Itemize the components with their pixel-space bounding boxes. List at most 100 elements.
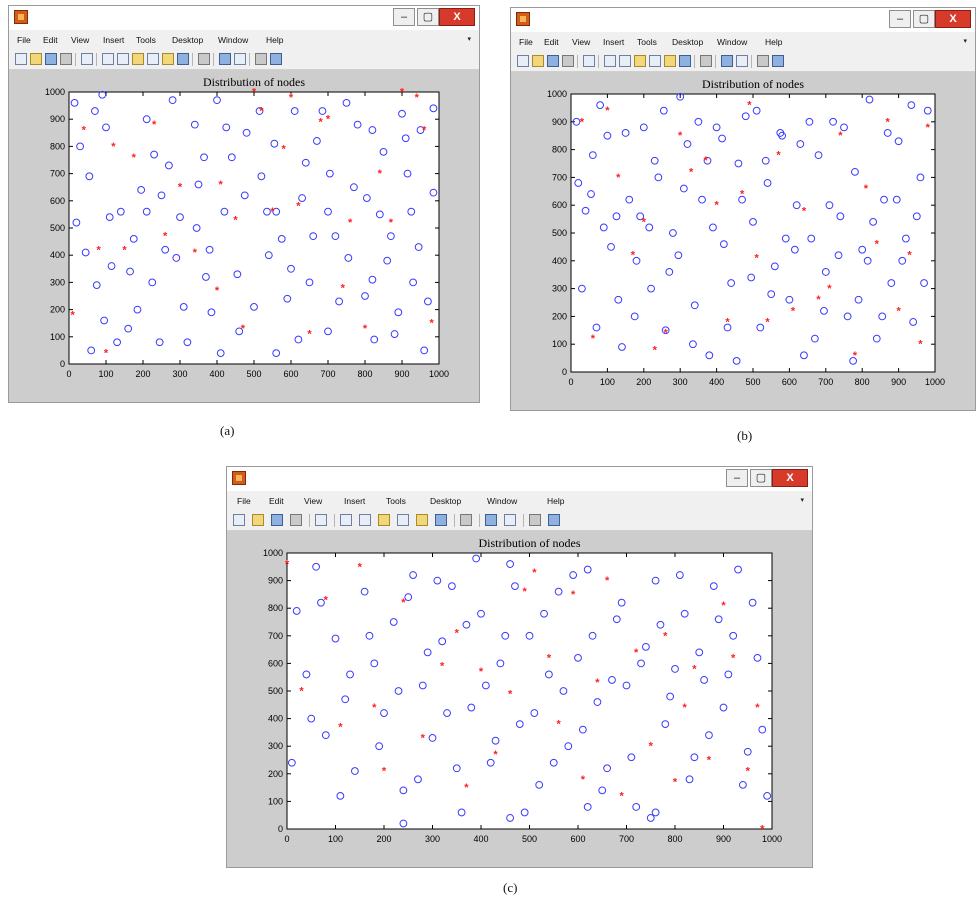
node-star-marker: *: [886, 116, 891, 128]
menu-tools[interactable]: Tools: [136, 35, 156, 45]
node-circle-marker: [578, 725, 587, 734]
x-tick-label: 100: [328, 834, 343, 844]
print-icon[interactable]: [60, 53, 72, 65]
edit-plot-arrow-icon[interactable]: [81, 53, 93, 65]
menu-desktop[interactable]: Desktop: [172, 35, 204, 45]
open-file-icon[interactable]: [30, 53, 42, 65]
hide-plot-tools-icon[interactable]: [255, 53, 267, 65]
show-plot-tools-icon[interactable]: [270, 53, 282, 65]
zoom-in-icon[interactable]: [102, 53, 114, 65]
menu-file[interactable]: File: [519, 37, 533, 47]
link-plot-icon[interactable]: [700, 55, 712, 67]
node-circle-marker: [763, 791, 772, 800]
pan-icon[interactable]: [132, 53, 144, 65]
legend-icon[interactable]: [234, 53, 246, 65]
edit-plot-arrow-icon[interactable]: [315, 514, 327, 526]
menu-overflow-arrow-icon[interactable]: ▾: [800, 497, 804, 504]
legend-icon[interactable]: [736, 55, 748, 67]
menu-view[interactable]: View: [572, 37, 591, 47]
zoom-in-icon[interactable]: [604, 55, 616, 67]
save-icon[interactable]: [45, 53, 57, 65]
brush-icon[interactable]: [177, 53, 189, 65]
menu-help[interactable]: Help: [547, 496, 565, 506]
colorbar-icon[interactable]: [219, 53, 231, 65]
colorbar-icon[interactable]: [485, 514, 497, 526]
node-star-marker: *: [714, 200, 719, 212]
show-plot-tools-icon[interactable]: [772, 55, 784, 67]
new-figure-icon[interactable]: [15, 53, 27, 65]
open-file-icon[interactable]: [532, 55, 544, 67]
menu-overflow-arrow-icon[interactable]: ▾: [467, 36, 471, 43]
y-tick-label: 800: [50, 141, 65, 151]
menu-window[interactable]: Window: [717, 37, 748, 47]
link-plot-icon[interactable]: [198, 53, 210, 65]
menu-insert[interactable]: Insert: [344, 496, 366, 506]
menu-file[interactable]: File: [17, 35, 31, 45]
rotate-3d-icon[interactable]: [147, 53, 159, 65]
matlab-logo-icon: [232, 471, 246, 485]
menu-tools[interactable]: Tools: [386, 496, 406, 506]
legend-icon[interactable]: [504, 514, 516, 526]
colorbar-icon[interactable]: [721, 55, 733, 67]
hide-plot-tools-icon[interactable]: [757, 55, 769, 67]
close-button[interactable]: X: [935, 10, 971, 28]
brush-icon[interactable]: [435, 514, 447, 526]
print-icon[interactable]: [562, 55, 574, 67]
menu-tools[interactable]: Tools: [637, 37, 657, 47]
menu-window[interactable]: Window: [487, 496, 518, 506]
zoom-out-icon[interactable]: [619, 55, 631, 67]
zoom-in-icon[interactable]: [340, 514, 352, 526]
show-plot-tools-icon[interactable]: [548, 514, 560, 526]
edit-plot-arrow-icon[interactable]: [583, 55, 595, 67]
minimize-button[interactable]: –: [393, 8, 415, 26]
maximize-button[interactable]: ▢: [913, 10, 935, 28]
minimize-button[interactable]: –: [726, 469, 748, 487]
menu-view[interactable]: View: [304, 496, 323, 506]
brush-icon[interactable]: [679, 55, 691, 67]
hide-plot-tools-icon[interactable]: [529, 514, 541, 526]
node-circle-marker: [506, 560, 515, 568]
zoom-out-icon[interactable]: [359, 514, 371, 526]
menu-view[interactable]: View: [71, 35, 90, 45]
menu-window[interactable]: Window: [218, 35, 249, 45]
node-circle-marker: [549, 758, 558, 767]
link-plot-icon[interactable]: [460, 514, 472, 526]
new-figure-icon[interactable]: [517, 55, 529, 67]
menu-desktop[interactable]: Desktop: [430, 496, 462, 506]
node-circle-marker: [578, 284, 586, 293]
print-icon[interactable]: [290, 514, 302, 526]
node-star-marker: *: [556, 719, 561, 731]
maximize-button[interactable]: ▢: [417, 8, 439, 26]
data-cursor-icon[interactable]: [664, 55, 676, 67]
x-tick-label: 1000: [429, 369, 449, 379]
menu-edit[interactable]: Edit: [269, 496, 284, 506]
rotate-3d-icon[interactable]: [649, 55, 661, 67]
pan-icon[interactable]: [634, 55, 646, 67]
menu-help[interactable]: Help: [266, 35, 284, 45]
rotate-3d-icon[interactable]: [397, 514, 409, 526]
data-cursor-icon[interactable]: [162, 53, 174, 65]
menu-edit[interactable]: Edit: [43, 35, 58, 45]
pan-icon[interactable]: [378, 514, 390, 526]
zoom-out-icon[interactable]: [117, 53, 129, 65]
node-circle-marker: [350, 183, 358, 192]
save-icon[interactable]: [547, 55, 559, 67]
menu-help[interactable]: Help: [765, 37, 783, 47]
minimize-button[interactable]: –: [889, 10, 911, 28]
menu-desktop[interactable]: Desktop: [672, 37, 704, 47]
menu-file[interactable]: File: [237, 496, 251, 506]
menu-insert[interactable]: Insert: [603, 37, 625, 47]
close-button[interactable]: X: [772, 469, 808, 487]
node-circle-marker: [137, 186, 146, 194]
close-button[interactable]: X: [439, 8, 475, 26]
save-icon[interactable]: [271, 514, 283, 526]
open-file-icon[interactable]: [252, 514, 264, 526]
new-figure-icon[interactable]: [233, 514, 245, 526]
maximize-button[interactable]: ▢: [750, 469, 772, 487]
data-cursor-icon[interactable]: [416, 514, 428, 526]
node-star-marker: *: [378, 168, 383, 180]
node-circle-marker: [588, 631, 597, 640]
menu-insert[interactable]: Insert: [103, 35, 125, 45]
menu-edit[interactable]: Edit: [544, 37, 559, 47]
menu-overflow-arrow-icon[interactable]: ▾: [963, 38, 967, 45]
